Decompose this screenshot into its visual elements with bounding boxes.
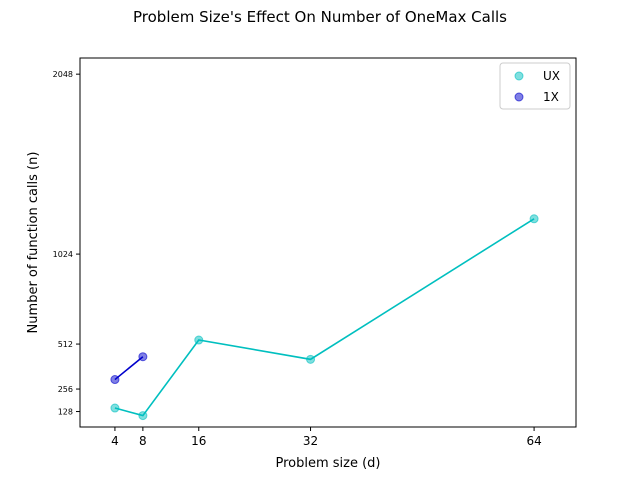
- plot-frame: [79, 57, 577, 428]
- y-tick-label: 1024: [53, 250, 73, 259]
- x-tick-label: 32: [303, 434, 318, 448]
- data-point-1x: [138, 352, 148, 362]
- x-axis-ticks: 4 8 16 32 64: [111, 427, 542, 448]
- x-tick-label: 4: [111, 434, 119, 448]
- data-point-1x: [110, 375, 120, 385]
- legend-label-ux: UX: [543, 69, 560, 83]
- y-tick-label: 512: [58, 340, 73, 349]
- series-line-1x: [114, 356, 144, 381]
- chart-title: Problem Size's Effect On Number of OneMa…: [133, 8, 507, 26]
- x-tick-label: 8: [139, 434, 147, 448]
- data-point-ux: [306, 354, 316, 364]
- y-tick-label: 2048: [53, 70, 73, 79]
- x-axis-label: Problem size (d): [275, 456, 380, 471]
- y-axis-label: Number of function calls (n): [26, 152, 41, 334]
- series-layer: [110, 214, 539, 421]
- x-tick-label: 16: [191, 434, 206, 448]
- data-point-ux: [529, 214, 539, 224]
- legend-marker-ux: [514, 71, 524, 81]
- series-line-ux: [114, 218, 535, 417]
- legend-label-1x: 1X: [543, 90, 559, 104]
- legend-marker-1x: [514, 92, 524, 102]
- y-axis-ticks: 128 256 512 1024 2048: [53, 70, 80, 417]
- y-tick-label: 256: [58, 385, 73, 394]
- data-point-ux: [194, 335, 204, 345]
- x-tick-label: 64: [526, 434, 541, 448]
- data-point-ux: [110, 403, 120, 413]
- data-point-ux: [138, 411, 148, 421]
- legend: UX 1X: [499, 62, 571, 110]
- y-tick-label: 128: [58, 408, 73, 417]
